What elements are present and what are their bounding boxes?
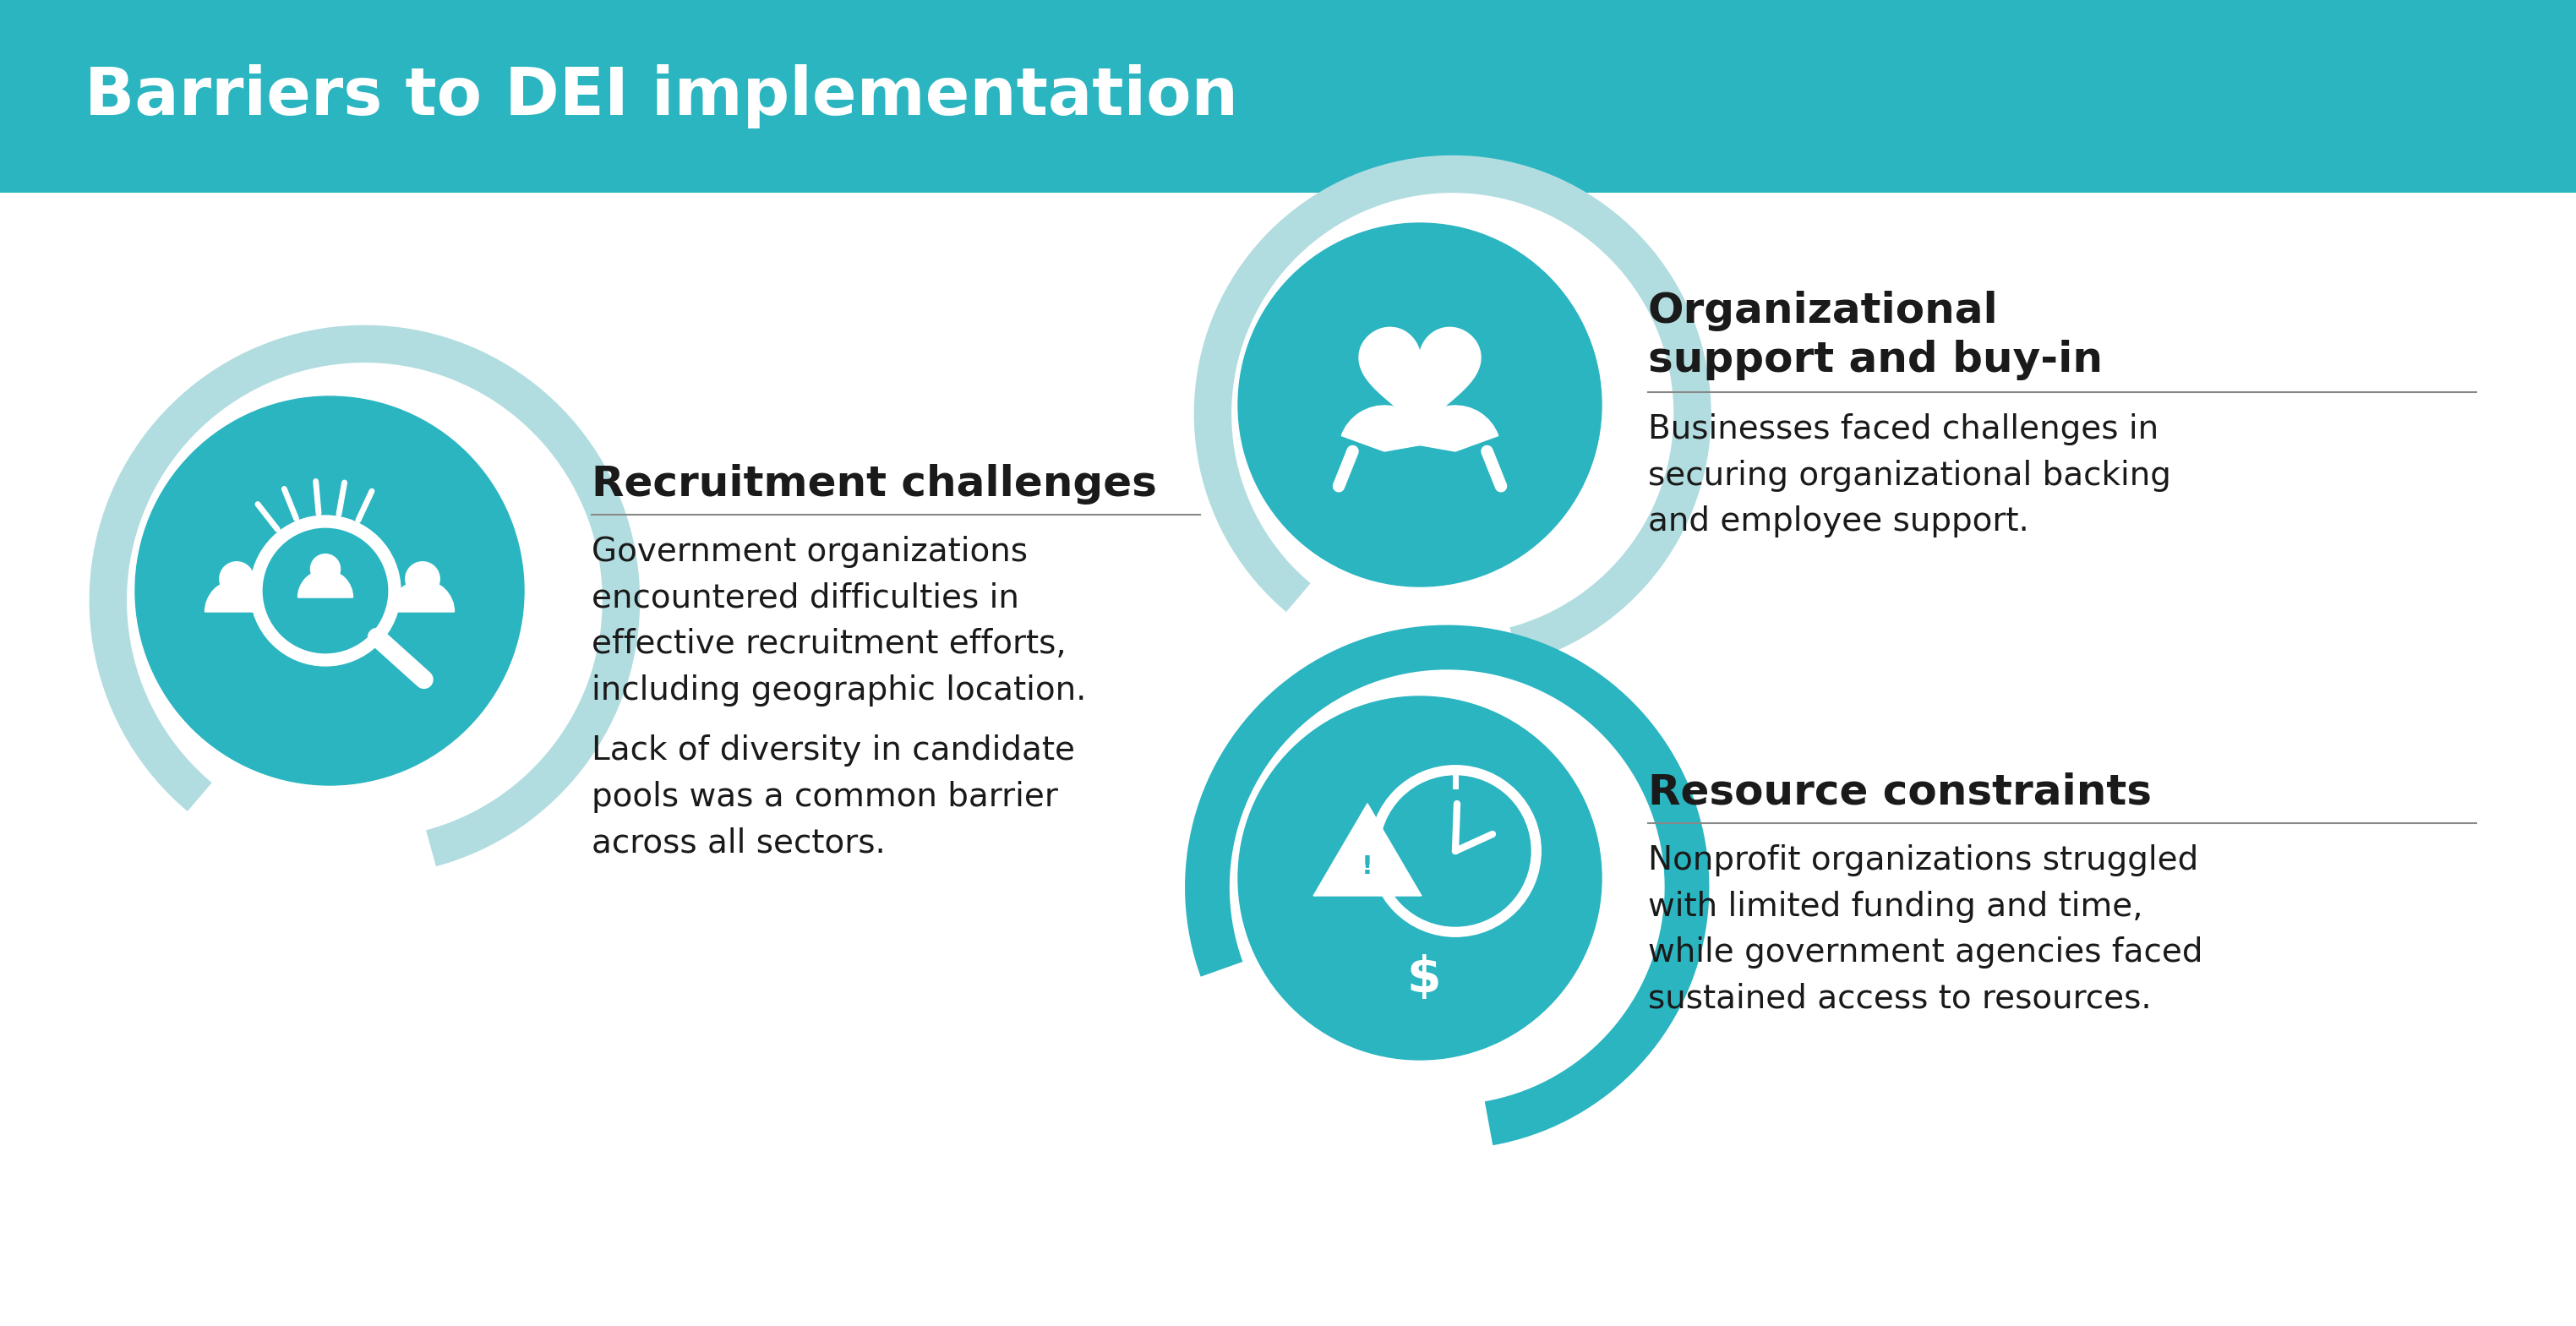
Wedge shape [392,581,453,611]
FancyBboxPatch shape [0,0,2576,192]
Text: Nonprofit organizations struggled
with limited funding and time,
while governmen: Nonprofit organizations struggled with l… [1649,845,2202,1014]
Text: Resource constraints: Resource constraints [1649,773,2151,813]
Circle shape [134,396,523,785]
Text: Lack of diversity in candidate
pools was a common barrier
across all sectors.: Lack of diversity in candidate pools was… [592,735,1074,859]
Wedge shape [1412,406,1499,451]
Wedge shape [1342,406,1430,451]
Polygon shape [1360,328,1481,438]
Circle shape [1239,223,1602,586]
Circle shape [219,562,255,595]
Circle shape [404,562,440,595]
Circle shape [312,554,340,583]
Text: Government organizations
encountered difficulties in
effective recruitment effor: Government organizations encountered dif… [592,536,1087,707]
Text: Businesses faced challenges in
securing organizational backing
and employee supp: Businesses faced challenges in securing … [1649,414,2172,537]
Wedge shape [206,581,268,611]
Circle shape [255,521,394,660]
Text: Barriers to DEI implementation: Barriers to DEI implementation [85,64,1239,129]
Wedge shape [299,570,353,598]
Text: $: $ [1406,953,1440,1002]
Text: Organizational
support and buy-in: Organizational support and buy-in [1649,290,2102,379]
Circle shape [1376,770,1535,931]
Polygon shape [1314,804,1422,896]
Text: Recruitment challenges: Recruitment challenges [592,464,1157,504]
Text: !: ! [1363,855,1373,879]
Circle shape [1239,696,1602,1059]
Circle shape [1381,776,1530,927]
